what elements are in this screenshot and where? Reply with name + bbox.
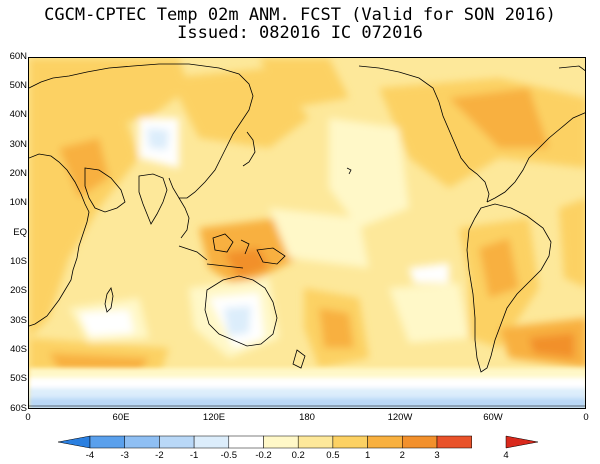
java-coast [206,263,244,269]
sulawesi-coast [240,239,250,255]
coastlines [29,63,585,407]
legend-swatch-2 [124,435,160,449]
lon-label-60w: 60W [483,412,503,423]
eurasia-coast [29,63,254,199]
anomaly-field [29,58,585,408]
lon-label-180: 180 [299,412,315,423]
legend-label-minus-3: -3 [120,450,129,461]
lat-label-10s: 10S [10,256,27,267]
legend-label-minus-4: -4 [85,450,95,461]
legend-label-3: 3 [434,450,440,461]
legend-swatch-5 [228,435,264,449]
north-america-west-coast [358,65,490,203]
lon-label-60e: 60E [112,412,130,423]
legend-swatch-10 [402,435,438,449]
legend-label-2: 2 [399,450,405,461]
lat-label-40n: 40N [9,109,27,120]
legend-label-minus-0-5: -0.5 [220,450,237,461]
hawaii-coast [346,167,352,175]
new-zealand-coast [292,349,306,369]
legend-label-minus-0-2: -0.2 [255,450,272,461]
lat-label-50n: 50N [9,80,27,91]
lat-label-60n: 60N [9,51,27,62]
legend-swatch-7 [297,435,334,449]
lat-label-10n: 10N [9,197,27,208]
greenland-coast [558,65,585,71]
sumatra-coast [178,245,208,261]
legend-swatch-0 [58,435,91,449]
lon-label-120w: 120W [387,412,413,423]
legend-swatch-12 [505,435,538,449]
legend-swatch-11 [436,435,472,449]
lon-label-120e: 120E [202,412,226,423]
india-coast [138,173,168,225]
legend-swatch-6 [263,435,299,449]
legend-label-minus-1: -1 [189,450,199,461]
legend-swatch-1 [89,435,125,449]
issued-subtitle: Issued: 082016 IC 072016 [177,23,423,43]
color-legend-bar [58,435,538,449]
legend-label-1: 1 [364,450,371,461]
arabia-coast [84,167,126,213]
north-america-east-coast [486,112,585,203]
legend-swatch-3 [159,435,195,449]
lat-label-30s: 30S [10,315,27,326]
anomaly-shading [29,58,585,378]
legend-swatch-9 [367,435,403,449]
australia-coast [204,275,278,347]
madagascar-coast [104,287,114,313]
map-title: CGCM-CPTEC Temp 02m ANM. FCST (Valid for… [44,5,556,25]
lat-label-40s: 40S [10,344,27,355]
lat-label-20s: 20S [10,285,27,296]
lat-label-50s: 50S [10,373,27,384]
lon-label-0-left: 0 [25,412,31,423]
legend-label-0-5: 0.5 [326,450,340,461]
new-guinea-coast [256,247,286,265]
indochina-coast [178,197,190,239]
legend-swatch-8 [332,435,368,449]
lat-label-30n: 30N [9,139,27,150]
legend-label-minus-2: -2 [155,450,164,461]
forecast-map [28,57,586,409]
africa-coast [29,153,90,327]
color-legend: -4 -3 -2 -1 -0.5 -0.2 0.2 0.5 1 2 3 4 [58,434,538,464]
legend-swatch-4 [193,435,230,449]
legend-label-0-2: 0.2 [291,450,305,461]
south-america-coast [466,203,552,373]
southern-ocean-bands [29,368,585,408]
lon-label-0-right: 0 [583,412,589,423]
borneo-coast [212,233,234,253]
lat-label-eq: EQ [13,227,27,238]
japan-coast [242,131,256,167]
lat-label-20n: 20N [9,168,27,179]
legend-label-4: 4 [503,450,509,461]
lat-label-60s: 60S [10,403,27,414]
